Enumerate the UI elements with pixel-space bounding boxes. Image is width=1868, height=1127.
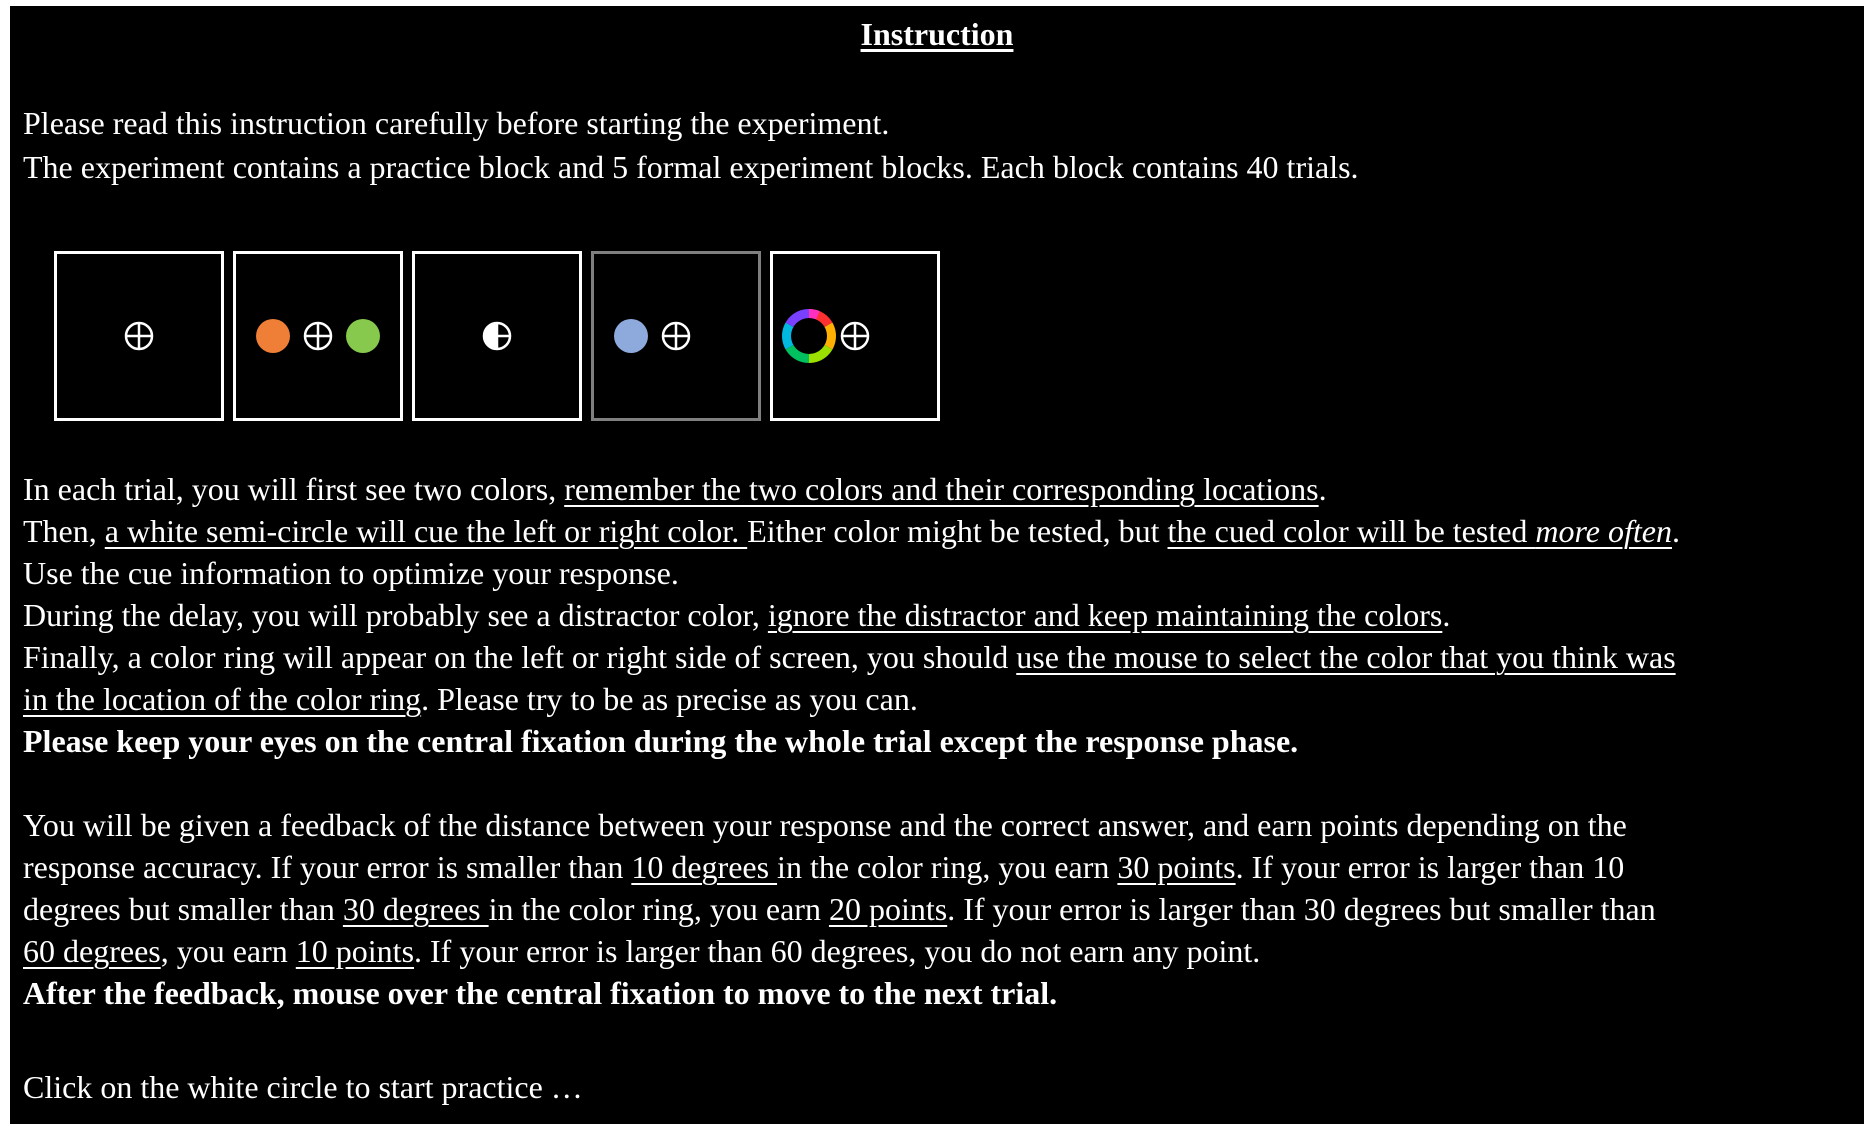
memory-color-right xyxy=(346,319,380,353)
text: . Please try to be as precise as you can… xyxy=(421,681,918,717)
instruction-line: Then, a white semi-circle will cue the l… xyxy=(23,510,1680,552)
text: , you earn xyxy=(160,933,296,969)
underlined-text: 10 points xyxy=(295,933,415,969)
text: . xyxy=(1671,513,1680,549)
cue-frame xyxy=(412,251,582,421)
instruction-screen: Instruction Please read this instruction… xyxy=(10,6,1864,1124)
underlined-text: remember the two colors and their corres… xyxy=(564,471,1319,507)
underlined-text: 30 points xyxy=(1117,849,1236,885)
fixation-cross-icon xyxy=(840,321,870,351)
trial-sequence-illustration xyxy=(54,251,954,421)
instruction-line: In each trial, you will first see two co… xyxy=(23,468,1327,510)
underlined-text: 10 degrees xyxy=(631,849,778,885)
underlined-text: the cued color will be tested more often xyxy=(1168,513,1672,549)
feedback-line-bold: After the feedback, mouse over the centr… xyxy=(23,972,1057,1014)
italic-text: more often xyxy=(1535,513,1672,549)
distractor-frame xyxy=(591,251,761,421)
text: In each trial, you will first see two co… xyxy=(23,471,565,507)
instruction-line: Finally, a color ring will appear on the… xyxy=(23,636,1676,678)
start-practice-target[interactable] xyxy=(660,1091,661,1092)
text: During the delay, you will probably see … xyxy=(23,597,768,633)
underlined-text: 60 degrees xyxy=(23,933,161,969)
memory-frame xyxy=(233,251,403,421)
distractor-color xyxy=(614,319,648,353)
text: Then, xyxy=(23,513,105,549)
text: . If your error is larger than 30 degree… xyxy=(947,891,1656,927)
feedback-line: You will be given a feedback of the dist… xyxy=(23,807,1627,843)
text: in the color ring, you earn xyxy=(488,891,829,927)
underlined-text: a white semi-circle will cue the left or… xyxy=(104,513,748,549)
fixation-cross-icon xyxy=(303,321,333,351)
underlined-text: in the location of the color ring xyxy=(23,681,422,717)
text: in the color ring, you earn xyxy=(777,849,1118,885)
fixation-cross-icon xyxy=(124,321,154,351)
text: . If your error is larger than 10 xyxy=(1235,849,1625,885)
page-title: Instruction xyxy=(860,16,1014,52)
underlined-text: ignore the distractor and keep maintaini… xyxy=(767,597,1443,633)
bold-text: Please keep your eyes on the central fix… xyxy=(23,723,1299,759)
start-prompt: Click on the white circle to start pract… xyxy=(23,1069,583,1105)
underlined-text: 30 degrees xyxy=(342,891,489,927)
text: degrees but smaller than xyxy=(23,891,343,927)
fixation-cross-icon xyxy=(661,321,691,351)
instruction-line: Use the cue information to optimize your… xyxy=(23,555,679,591)
underlined-text: 20 points xyxy=(828,891,948,927)
text: the cued color will be tested xyxy=(1167,513,1536,549)
intro-line-1: Please read this instruction carefully b… xyxy=(23,105,890,141)
feedback-line: 60 degrees, you earn 10 points. If your … xyxy=(23,930,1260,972)
text: . If your error is larger than 60 degree… xyxy=(414,933,1261,969)
color-ring-icon xyxy=(782,309,836,363)
instruction-line: in the location of the color ring. Pleas… xyxy=(23,678,918,720)
bold-text: After the feedback, mouse over the centr… xyxy=(23,975,1058,1011)
intro-line-2: The experiment contains a practice block… xyxy=(23,149,1359,185)
instruction-line: During the delay, you will probably see … xyxy=(23,594,1450,636)
text: . xyxy=(1318,471,1327,507)
feedback-line: degrees but smaller than 30 degrees in t… xyxy=(23,888,1656,930)
fixation-frame xyxy=(54,251,224,421)
text: . xyxy=(1442,597,1451,633)
memory-color-left xyxy=(256,319,290,353)
feedback-line: response accuracy. If your error is smal… xyxy=(23,846,1624,888)
instruction-line-bold: Please keep your eyes on the central fix… xyxy=(23,720,1298,762)
response-frame xyxy=(770,251,940,421)
underlined-text: use the mouse to select the color that y… xyxy=(1016,639,1676,675)
semicircle-cue-icon xyxy=(482,321,512,351)
text: response accuracy. If your error is smal… xyxy=(23,849,632,885)
text: Either color might be tested, but xyxy=(747,513,1168,549)
text: Finally, a color ring will appear on the… xyxy=(23,639,1017,675)
